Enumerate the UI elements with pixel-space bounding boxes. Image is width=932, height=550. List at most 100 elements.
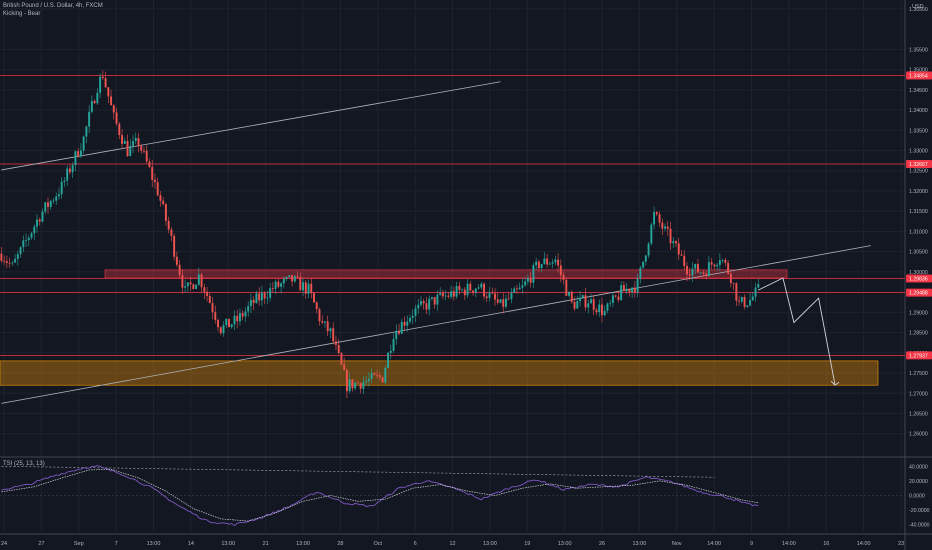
candle-body bbox=[184, 286, 187, 288]
candle-body bbox=[66, 168, 69, 181]
candle-body bbox=[474, 288, 477, 293]
candle-body bbox=[310, 283, 313, 294]
candle-body bbox=[441, 293, 444, 297]
candle-body bbox=[617, 296, 620, 300]
candle-body bbox=[631, 287, 634, 293]
currency-label: USD bbox=[912, 4, 924, 10]
candle-body bbox=[233, 315, 236, 325]
candle-body bbox=[282, 278, 285, 284]
candle-body bbox=[260, 292, 263, 301]
candle-body bbox=[302, 282, 304, 291]
candle-body bbox=[244, 311, 247, 317]
candle-body bbox=[510, 292, 513, 299]
candle-body bbox=[565, 279, 568, 296]
tsi-divergence-line bbox=[1, 466, 715, 478]
candle-body bbox=[63, 180, 66, 182]
candle-body bbox=[90, 101, 93, 112]
candle-body bbox=[107, 87, 110, 97]
candle-body bbox=[153, 179, 156, 183]
candle-body bbox=[557, 259, 560, 266]
candle-body bbox=[409, 317, 411, 322]
candle-body bbox=[285, 276, 288, 279]
candle-body bbox=[206, 291, 209, 296]
candle-body bbox=[749, 300, 752, 306]
tsi-tick-label: 20.0000 bbox=[909, 479, 928, 485]
candle-body bbox=[411, 315, 414, 318]
candle-body bbox=[192, 284, 195, 289]
candle-body bbox=[592, 299, 595, 310]
trendlines bbox=[1, 81, 871, 404]
candle-body bbox=[16, 254, 19, 259]
time-tick-label: 13:00 bbox=[296, 541, 310, 547]
candle-body bbox=[466, 283, 469, 296]
candle-body bbox=[611, 295, 614, 303]
candle-body bbox=[507, 298, 510, 300]
candle-body bbox=[587, 303, 590, 308]
candle-body bbox=[721, 259, 724, 261]
candle-body bbox=[140, 145, 143, 151]
price-tick-label: 1.28500 bbox=[909, 331, 928, 337]
candle-body bbox=[609, 302, 612, 304]
candle-body bbox=[126, 141, 129, 157]
candle-body bbox=[483, 283, 485, 297]
tsi-pane bbox=[0, 465, 905, 527]
candle-body bbox=[367, 378, 370, 381]
candle-body bbox=[376, 374, 379, 376]
candle-body bbox=[38, 219, 41, 222]
candle-body bbox=[529, 278, 532, 283]
candle-body bbox=[129, 145, 132, 157]
candle-body bbox=[696, 263, 699, 273]
candle-body bbox=[625, 288, 628, 292]
candle-body bbox=[606, 303, 609, 311]
candle-body bbox=[236, 315, 239, 322]
candle-body bbox=[540, 264, 543, 269]
candle-body bbox=[173, 235, 176, 257]
candle-body bbox=[170, 229, 173, 236]
time-tick-label: 13:00 bbox=[558, 541, 572, 547]
candle-body bbox=[532, 265, 535, 283]
candle-body bbox=[513, 288, 516, 293]
candle-body bbox=[79, 150, 82, 157]
candle-body bbox=[642, 261, 645, 268]
candle-body bbox=[181, 274, 184, 288]
candle-body bbox=[403, 321, 406, 326]
candle-body bbox=[647, 243, 650, 256]
candle-body bbox=[428, 298, 431, 310]
candle-body bbox=[422, 301, 425, 304]
candle-body bbox=[472, 290, 475, 293]
candle-body bbox=[326, 321, 329, 332]
time-tick-label: 16 bbox=[823, 541, 829, 547]
candle-body bbox=[313, 293, 315, 303]
candle-body bbox=[280, 283, 283, 287]
price-tick-label: 1.29000 bbox=[909, 310, 928, 316]
candle-body bbox=[343, 364, 346, 371]
candle-body bbox=[433, 297, 436, 305]
candle-body bbox=[143, 150, 145, 152]
candle-body bbox=[104, 78, 107, 88]
candle-body bbox=[461, 289, 464, 291]
candle-body bbox=[44, 202, 47, 212]
price-label-text: 1.29836 bbox=[909, 277, 928, 283]
candle-body bbox=[718, 260, 721, 265]
candle-body bbox=[417, 304, 420, 309]
candle-body bbox=[458, 285, 461, 290]
time-axis[interactable]: 24 27 Sep 7 13:00 14 13:00 21 13:00 28 Oct 6 12 13:00… bbox=[1, 541, 904, 547]
candle-body bbox=[526, 278, 529, 282]
price-tick-label: 1.31500 bbox=[909, 209, 928, 215]
candle-body bbox=[469, 283, 472, 291]
candle-body bbox=[724, 259, 727, 263]
candle-body bbox=[425, 303, 428, 310]
candle-body bbox=[162, 200, 165, 205]
candle-body bbox=[444, 295, 447, 297]
candle-body bbox=[345, 370, 348, 392]
candle-body bbox=[25, 240, 28, 241]
candle-body bbox=[546, 258, 549, 265]
price-label-text: 1.29488 bbox=[909, 291, 928, 297]
candle-body bbox=[666, 226, 669, 229]
candle-body bbox=[200, 274, 203, 288]
candle-body bbox=[362, 382, 365, 389]
candle-body bbox=[702, 272, 705, 274]
candle-body bbox=[732, 282, 735, 284]
